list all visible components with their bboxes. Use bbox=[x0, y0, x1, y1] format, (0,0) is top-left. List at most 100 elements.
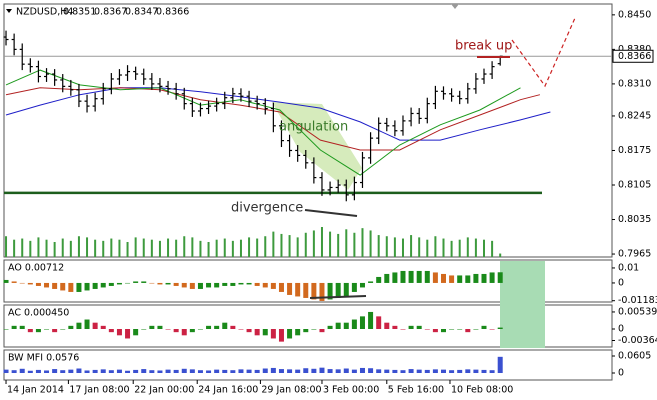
volume-bar bbox=[231, 240, 234, 257]
indicator-bar bbox=[384, 369, 390, 374]
indicator-bar bbox=[149, 370, 155, 374]
y-tick-label: 0 bbox=[618, 324, 624, 335]
volume-bar bbox=[77, 236, 80, 257]
indicator-bar bbox=[408, 369, 414, 374]
y-tick-label: 0.8105 bbox=[618, 179, 651, 190]
indicator-bar bbox=[392, 325, 398, 329]
annotation: angulation bbox=[279, 120, 348, 135]
volume-bar bbox=[223, 238, 226, 257]
indicator-bar bbox=[157, 282, 163, 285]
panel-frames bbox=[3, 3, 613, 381]
indicator-bar bbox=[52, 369, 58, 374]
symbol: NZDUSD,H4 bbox=[16, 7, 73, 18]
indicator-bar bbox=[19, 368, 25, 374]
indicator-bar bbox=[481, 273, 487, 283]
indicator-bar bbox=[44, 282, 50, 288]
highlight-zone bbox=[500, 261, 545, 348]
y-tick-label: 0.01 bbox=[618, 262, 639, 273]
indicator-bar bbox=[270, 329, 276, 339]
volume-bar bbox=[474, 238, 477, 257]
indicator-bar bbox=[133, 369, 139, 374]
indicator-bar bbox=[270, 282, 276, 289]
y-tick-label: 0.8175 bbox=[618, 145, 651, 156]
volume-bar bbox=[61, 238, 64, 257]
indicator-bar bbox=[489, 272, 495, 283]
panel-title: BW MFI 0.0576 bbox=[8, 353, 79, 364]
indicator-bar bbox=[432, 272, 438, 283]
volume-bar bbox=[353, 232, 356, 257]
indicator-bar bbox=[246, 369, 252, 374]
indicator-bar bbox=[319, 329, 325, 333]
x-tick-label: 14 Jan 2014 bbox=[7, 385, 64, 396]
indicator-bar bbox=[416, 325, 422, 329]
indicator-bar bbox=[432, 329, 438, 333]
indicator-bar bbox=[359, 316, 365, 329]
volume-bar bbox=[280, 233, 283, 257]
indicator-bar bbox=[108, 370, 114, 374]
volume-bar bbox=[345, 229, 348, 257]
volume-bar bbox=[272, 231, 275, 257]
indicator-bar bbox=[432, 369, 438, 374]
indicator-bar bbox=[254, 329, 260, 336]
indicator-bar bbox=[287, 369, 293, 374]
last-price-label: 0.8366 bbox=[618, 51, 651, 62]
indicator-bar bbox=[335, 369, 341, 374]
volume-bar bbox=[94, 239, 97, 257]
indicator-bar bbox=[222, 369, 228, 374]
indicator-bar bbox=[84, 319, 90, 329]
indicator-bar bbox=[35, 282, 41, 286]
volume-bar bbox=[401, 238, 404, 257]
indicator-bar bbox=[189, 282, 195, 289]
indicator-bar bbox=[440, 369, 446, 374]
annotation: break up bbox=[455, 39, 512, 54]
indicator-bar bbox=[11, 281, 17, 283]
indicator-bar bbox=[400, 270, 406, 283]
indicator-bar bbox=[133, 329, 139, 336]
indicator-bar bbox=[116, 369, 122, 374]
indicator-bar bbox=[238, 329, 244, 330]
indicator-bar bbox=[116, 329, 122, 336]
last-low: 0.8347 bbox=[125, 7, 158, 18]
indicator-bar bbox=[303, 368, 309, 374]
indicator-bar bbox=[311, 329, 317, 330]
x-tick-label: 10 Feb 08:00 bbox=[451, 385, 513, 396]
indicator-bar bbox=[327, 325, 333, 329]
indicator-bar bbox=[473, 273, 479, 283]
indicator-bar bbox=[27, 282, 33, 285]
y-tick-label: -0.01183 bbox=[618, 295, 657, 306]
last-open: 0.8351 bbox=[63, 7, 96, 18]
volume-bar bbox=[45, 239, 48, 257]
indicator-bar bbox=[449, 329, 455, 330]
volume-bar bbox=[207, 242, 210, 257]
indicator-bar bbox=[481, 369, 487, 374]
indicator-bar bbox=[19, 325, 25, 329]
volume-bar bbox=[296, 237, 299, 257]
volume-bar bbox=[499, 253, 502, 257]
indicator-bar bbox=[141, 329, 147, 330]
volume-bar bbox=[256, 238, 259, 257]
indicator-bar bbox=[449, 275, 455, 283]
indicator-bar bbox=[254, 369, 260, 374]
y-tick-label: 0.0605 bbox=[618, 351, 651, 362]
indicator-bar bbox=[368, 368, 374, 374]
indicator-bar bbox=[489, 329, 495, 330]
indicator-bar bbox=[416, 369, 422, 374]
indicator-bar bbox=[181, 329, 187, 336]
volume-bar bbox=[385, 236, 388, 257]
indicator-bar bbox=[3, 369, 9, 374]
y-tick-label: 0.8245 bbox=[618, 110, 651, 121]
indicator-bar bbox=[157, 325, 163, 329]
indicator-bar bbox=[108, 329, 114, 333]
scroll-marker bbox=[451, 4, 459, 9]
indicator-bar bbox=[335, 282, 341, 298]
indicator-bar bbox=[408, 325, 414, 329]
plot-layer: 0.8450 0.8380 0.8310 0.8245 0.8175 0.8105 0.80… bbox=[3, 9, 657, 396]
indicator-bar bbox=[76, 322, 82, 329]
indicator-bar bbox=[92, 369, 98, 374]
panel-title: AO 0.00712 bbox=[8, 263, 64, 274]
volume-bar bbox=[199, 240, 202, 257]
indicator-bar bbox=[465, 329, 471, 333]
indicator-bar bbox=[295, 282, 301, 297]
indicator-bar bbox=[465, 369, 471, 374]
volume-bar bbox=[361, 228, 364, 257]
